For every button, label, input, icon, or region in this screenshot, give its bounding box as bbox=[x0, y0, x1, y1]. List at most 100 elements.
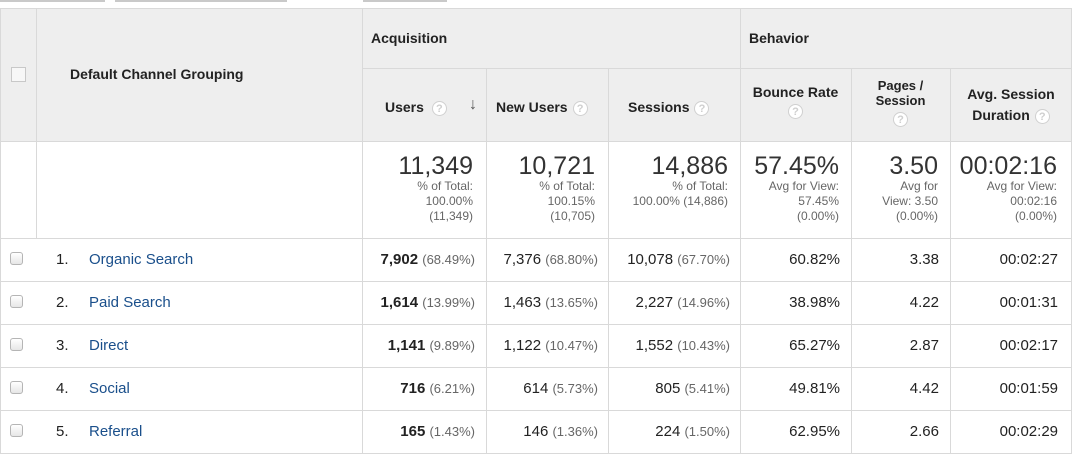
help-circle-icon[interactable]: ? bbox=[1034, 108, 1050, 124]
users-header-label: Users bbox=[385, 99, 424, 115]
behavior-header-label: Behavior bbox=[749, 30, 809, 46]
sort-arrow-down-icon[interactable]: ↓ bbox=[469, 96, 477, 113]
channel-link[interactable]: Organic Search bbox=[89, 251, 194, 268]
bounce-rate-cell: 65.27% bbox=[789, 337, 840, 354]
avg-duration-cell: 00:02:29 bbox=[999, 423, 1058, 440]
pages-session-column-header[interactable] bbox=[851, 68, 950, 141]
grid-line bbox=[0, 367, 1072, 368]
grid-line bbox=[36, 8, 37, 238]
help-circle-icon[interactable]: ? bbox=[694, 100, 710, 116]
users-cell: 1,141 (9.89%) bbox=[387, 337, 475, 354]
total-users-value: 11,349 bbox=[398, 152, 473, 180]
grid-line bbox=[362, 8, 363, 453]
total-sessions-subtext: % of Total: 100.00% (14,886) bbox=[632, 179, 728, 208]
total-pages-session-subtext: Avg for View: 3.50 (0.00%) bbox=[882, 179, 938, 223]
behavior-group-header bbox=[740, 8, 1072, 68]
row-index: 3. bbox=[56, 337, 69, 354]
new-users-header: New Users? bbox=[496, 99, 588, 116]
dimension-header-cell[interactable] bbox=[37, 8, 363, 141]
grid-line bbox=[851, 68, 852, 453]
avg-duration-cell: 00:01:31 bbox=[999, 294, 1058, 311]
total-bounce-rate-subtext: Avg for View: 57.45% (0.00%) bbox=[768, 179, 839, 223]
help-circle-icon[interactable]: ? bbox=[893, 112, 908, 128]
grid-line bbox=[0, 141, 1072, 142]
grid-line bbox=[0, 8, 1072, 9]
select-all-checkbox[interactable] bbox=[11, 67, 26, 82]
users-cell: 7,902 (68.49%) bbox=[380, 251, 475, 268]
pages-session-header: Pages / Session ? bbox=[851, 78, 950, 128]
bounce-rate-cell: 38.98% bbox=[789, 294, 840, 311]
total-sessions-value: 14,886 bbox=[651, 152, 728, 180]
pages-session-header-label-2: Session bbox=[875, 93, 926, 108]
pages-session-cell: 2.66 bbox=[909, 423, 939, 440]
row-checkbox[interactable] bbox=[10, 252, 23, 265]
row-checkbox[interactable] bbox=[10, 424, 23, 437]
new-users-column-header[interactable] bbox=[486, 68, 608, 141]
avg-duration-header-label-2: Duration bbox=[972, 107, 1030, 123]
total-bounce-rate-value: 57.45% bbox=[754, 152, 839, 180]
avg-duration-column-header[interactable] bbox=[950, 68, 1072, 141]
users-cell: 1,614 (13.99%) bbox=[380, 294, 475, 311]
help-circle-icon[interactable]: ? bbox=[431, 100, 447, 116]
grid-line bbox=[0, 281, 1072, 282]
new-users-cell: 146 (1.36%) bbox=[523, 423, 598, 440]
pages-session-cell: 4.42 bbox=[909, 380, 939, 397]
new-users-cell: 1,463 (13.65%) bbox=[503, 294, 598, 311]
row-index: 4. bbox=[56, 380, 69, 397]
channel-link[interactable]: Referral bbox=[89, 423, 143, 440]
sessions-header: Sessions? bbox=[628, 99, 710, 116]
pages-session-cell: 3.38 bbox=[909, 251, 939, 268]
avg-duration-cell: 00:01:59 bbox=[999, 380, 1058, 397]
dimension-header-label: Default Channel Grouping bbox=[70, 66, 244, 82]
avg-duration-header: Avg. Session Duration? bbox=[950, 84, 1072, 126]
help-circle-icon[interactable]: ? bbox=[788, 103, 803, 119]
pages-session-cell: 4.22 bbox=[909, 294, 939, 311]
pages-session-cell: 2.87 bbox=[909, 337, 939, 354]
row-checkbox[interactable] bbox=[10, 295, 23, 308]
sessions-cell: 224 (1.50%) bbox=[655, 423, 730, 440]
sessions-cell: 1,552 (10.43%) bbox=[635, 337, 730, 354]
top-control-stub bbox=[0, 0, 105, 2]
total-users-subtext: % of Total: 100.00% (11,349) bbox=[417, 179, 473, 223]
row-index: 2. bbox=[56, 294, 69, 311]
new-users-cell: 614 (5.73%) bbox=[523, 380, 598, 397]
total-pages-session-value: 3.50 bbox=[889, 152, 938, 180]
grid-line bbox=[0, 238, 1072, 239]
new-users-header-label: New Users bbox=[496, 99, 568, 115]
grid-line bbox=[608, 68, 609, 453]
total-new-users-value: 10,721 bbox=[518, 152, 595, 180]
row-index: 1. bbox=[56, 251, 69, 268]
users-column-header[interactable] bbox=[363, 68, 486, 141]
pages-session-header-label-1: Pages / bbox=[877, 78, 924, 93]
row-checkbox[interactable] bbox=[10, 381, 23, 394]
users-cell: 716 (6.21%) bbox=[400, 380, 475, 397]
sessions-cell: 805 (5.41%) bbox=[655, 380, 730, 397]
sessions-cell: 2,227 (14.96%) bbox=[635, 294, 730, 311]
grid-line bbox=[740, 8, 741, 453]
total-avg-duration-subtext: Avg for View: 00:02:16 (0.00%) bbox=[986, 179, 1057, 223]
grid-line bbox=[363, 68, 1072, 69]
new-users-cell: 1,122 (10.47%) bbox=[503, 337, 598, 354]
grid-line bbox=[0, 324, 1072, 325]
channel-link[interactable]: Social bbox=[89, 380, 130, 397]
grid-line bbox=[0, 410, 1072, 411]
total-avg-duration-value: 00:02:16 bbox=[959, 152, 1057, 180]
total-new-users-subtext: % of Total: 100.15% (10,705) bbox=[539, 179, 595, 223]
bounce-rate-cell: 49.81% bbox=[789, 380, 840, 397]
bounce-rate-header-label: Bounce Rate bbox=[752, 84, 839, 100]
sessions-column-header[interactable] bbox=[608, 68, 740, 141]
grid-line bbox=[0, 453, 1072, 454]
sessions-cell: 10,078 (67.70%) bbox=[627, 251, 730, 268]
new-users-cell: 7,376 (68.80%) bbox=[503, 251, 598, 268]
acquisition-group-header bbox=[363, 8, 740, 68]
help-circle-icon[interactable]: ? bbox=[572, 100, 588, 116]
bounce-rate-header: Bounce Rate ? bbox=[740, 84, 851, 119]
top-control-stub bbox=[115, 0, 287, 2]
avg-duration-cell: 00:02:17 bbox=[999, 337, 1058, 354]
row-checkbox[interactable] bbox=[10, 338, 23, 351]
bounce-rate-cell: 62.95% bbox=[789, 423, 840, 440]
channel-link[interactable]: Direct bbox=[89, 337, 129, 354]
avg-duration-header-label-1: Avg. Session bbox=[967, 86, 1055, 102]
channel-link[interactable]: Paid Search bbox=[89, 294, 171, 311]
top-control-stub bbox=[363, 0, 447, 2]
